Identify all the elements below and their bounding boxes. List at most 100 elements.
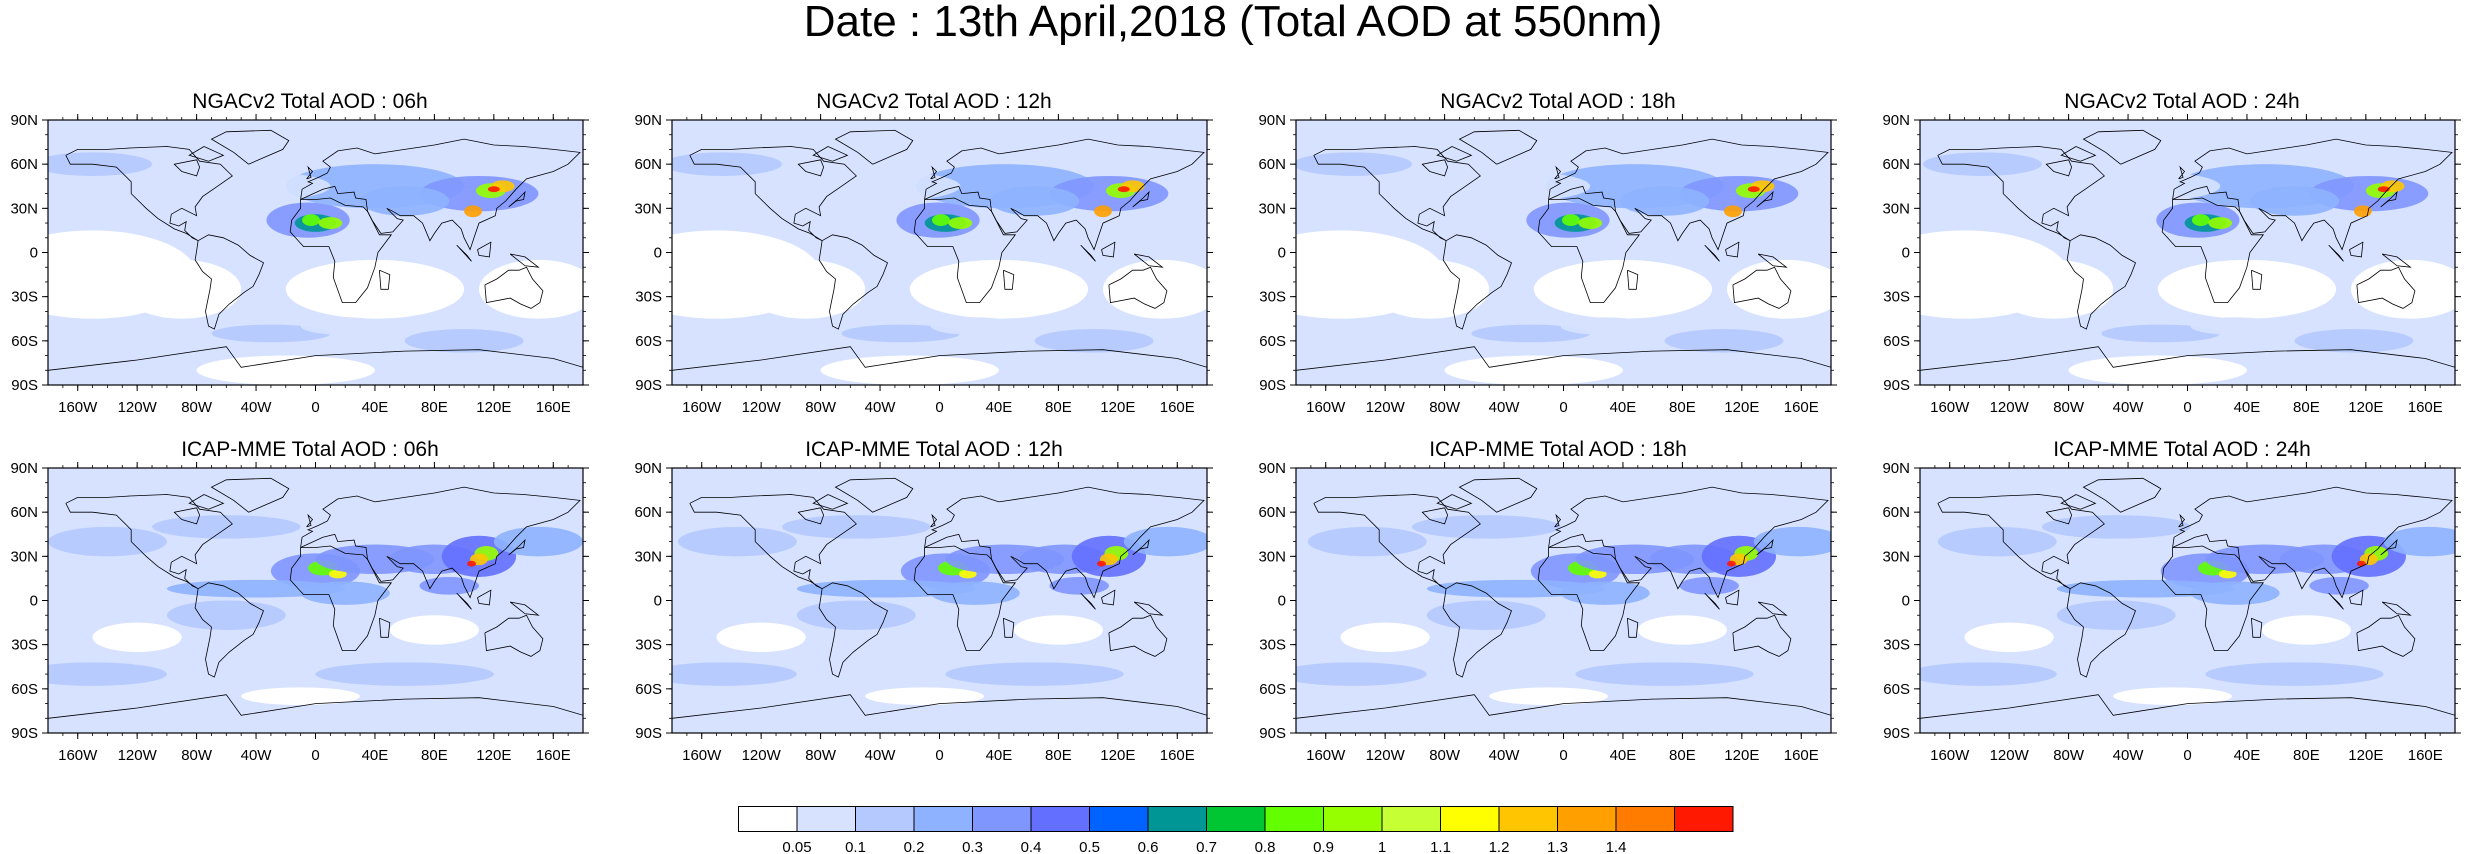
aod-patch: [48, 152, 153, 176]
lat-tick-label: 60S: [1259, 333, 1286, 350]
coastline: [1133, 253, 1164, 268]
coastline: [1313, 494, 1481, 590]
colorbar-swatch: [1557, 806, 1617, 832]
coastline: [194, 582, 264, 678]
map-panel-icap-mme-12h: ICAP-MME Total AOD : 12h 90N 60N 30N 0 30S 60S…: [624, 438, 1244, 768]
lon-tick-label: 120E: [2348, 747, 2383, 764]
lon-tick-label: 120E: [1724, 399, 1759, 416]
coastline: [1704, 244, 1720, 262]
colorbar-swatch: [1264, 806, 1324, 832]
lon-tick-label: 40W: [1489, 747, 1521, 764]
aod-patch: [1578, 217, 1603, 229]
coastline: [306, 513, 314, 528]
aod-patch: [1296, 152, 1412, 176]
map-plot: 90N 60N 30N 0 30S 60S 90S 160W 120W 80W 40W 0 40E 80E…: [1882, 460, 2461, 764]
aod-clean-region: [820, 355, 999, 385]
coastline: [1436, 494, 1473, 510]
lon-tick-label: 40W: [2113, 747, 2145, 764]
coastline: [1133, 601, 1164, 616]
coastline: [1627, 617, 1639, 638]
aod-patch: [1094, 205, 1112, 218]
lon-tick-label: 0: [1559, 747, 1567, 764]
map-panel-ngacv2-18h: NGACv2 Total AOD : 18h 90N 60N 30N 0 30S 60S 90…: [1248, 90, 1868, 420]
coastline: [672, 694, 1207, 719]
coastline: [1756, 538, 1774, 556]
lat-tick-label: 30N: [10, 200, 38, 217]
coastline: [65, 494, 233, 590]
aod-clean-region: [2157, 259, 2337, 319]
map-plot: 90N 60N 30N 0 30S 60S 90S 160W 120W 80W 40W 0 40E 80E…: [1882, 112, 2461, 416]
lon-tick-label: 80E: [421, 399, 448, 416]
coastline: [484, 266, 544, 309]
coastlines: [672, 129, 1207, 371]
coastline: [1937, 494, 2105, 590]
coastline: [300, 486, 581, 599]
coastline: [2161, 197, 2265, 303]
colorbar: 0.05 0.1 0.2 0.3 0.4 0.5 0.6 0.7 0.8 0.9 1 1.1 1.2 1.…: [738, 806, 1734, 854]
lon-tick-label: 40E: [2234, 399, 2261, 416]
coastline: [913, 197, 1017, 303]
lat-tick-label: 90N: [1882, 112, 1910, 129]
aod-patch: [1575, 662, 1754, 686]
coastline: [173, 507, 201, 525]
lat-tick-label: 60S: [11, 333, 38, 350]
lon-tick-label: 120W: [1366, 399, 1406, 416]
aod-patch: [1049, 576, 1109, 595]
aod-patch: [2218, 569, 2237, 579]
panel-title: NGACv2 Total AOD : 12h: [816, 90, 1052, 113]
coastline: [924, 486, 1205, 599]
lat-tick-label: 30S: [1259, 637, 1286, 654]
coastline: [2178, 513, 2186, 528]
aod-field: [48, 152, 583, 385]
aod-patch: [2249, 186, 2340, 216]
lat-tick-label: 60S: [1883, 333, 1910, 350]
lon-tick-label: 0: [935, 747, 943, 764]
colorbar-label: 1.2: [1489, 839, 1510, 854]
aod-patch: [2071, 171, 2221, 201]
coastline: [509, 253, 540, 268]
coastline: [1757, 253, 1788, 268]
lon-tick-label: 160E: [1784, 399, 1819, 416]
aod-clean-region: [1726, 259, 1831, 319]
coastline: [1296, 346, 1831, 371]
coastline: [456, 592, 472, 610]
lat-tick-label: 30S: [1259, 289, 1286, 306]
colorbar-swatch: [1674, 806, 1734, 832]
aod-patch: [2190, 581, 2280, 605]
coastline: [2381, 601, 2412, 616]
map-plot: 90N 60N 30N 0 30S 60S 90S 160W 120W 80W 40W 0 40E 80E…: [1258, 112, 1837, 416]
aod-patch: [1441, 171, 1591, 201]
lon-tick-label: 160E: [1784, 747, 1819, 764]
aod-patch: [932, 214, 950, 226]
lon-tick-label: 120W: [742, 399, 782, 416]
coastline: [289, 197, 393, 303]
coastline: [2066, 234, 2136, 330]
aod-patch: [1097, 560, 1106, 567]
colorbar-swatch: [855, 806, 915, 832]
aod-clean-region: [196, 355, 375, 385]
aod-patch: [360, 186, 450, 216]
lat-tick-label: 0: [654, 593, 662, 610]
lon-tick-label: 120E: [1100, 747, 1135, 764]
aod-patch: [1922, 152, 2042, 176]
aod-clean-region: [1102, 259, 1207, 319]
coastline: [1132, 538, 1150, 556]
colorbar-label: 0.8: [1255, 839, 1276, 854]
lon-tick-label: 160E: [536, 399, 571, 416]
aod-clean-region: [122, 259, 242, 319]
lat-tick-label: 0: [1278, 245, 1286, 262]
aod-patch: [2294, 329, 2414, 353]
lon-tick-label: 0: [2183, 747, 2191, 764]
lat-tick-label: 30S: [635, 289, 662, 306]
lat-tick-label: 30N: [1882, 200, 1910, 217]
coastline: [1003, 269, 1015, 290]
aod-patch: [493, 526, 583, 557]
coastline: [2328, 244, 2344, 262]
lon-tick-label: 160W: [58, 399, 98, 416]
lat-tick-label: 90N: [10, 460, 38, 477]
coastline: [818, 582, 888, 678]
coastline: [1548, 138, 1829, 251]
coastline: [2082, 129, 2162, 165]
lat-tick-label: 30N: [1258, 200, 1286, 217]
colorbar-swatch: [1030, 806, 1090, 832]
